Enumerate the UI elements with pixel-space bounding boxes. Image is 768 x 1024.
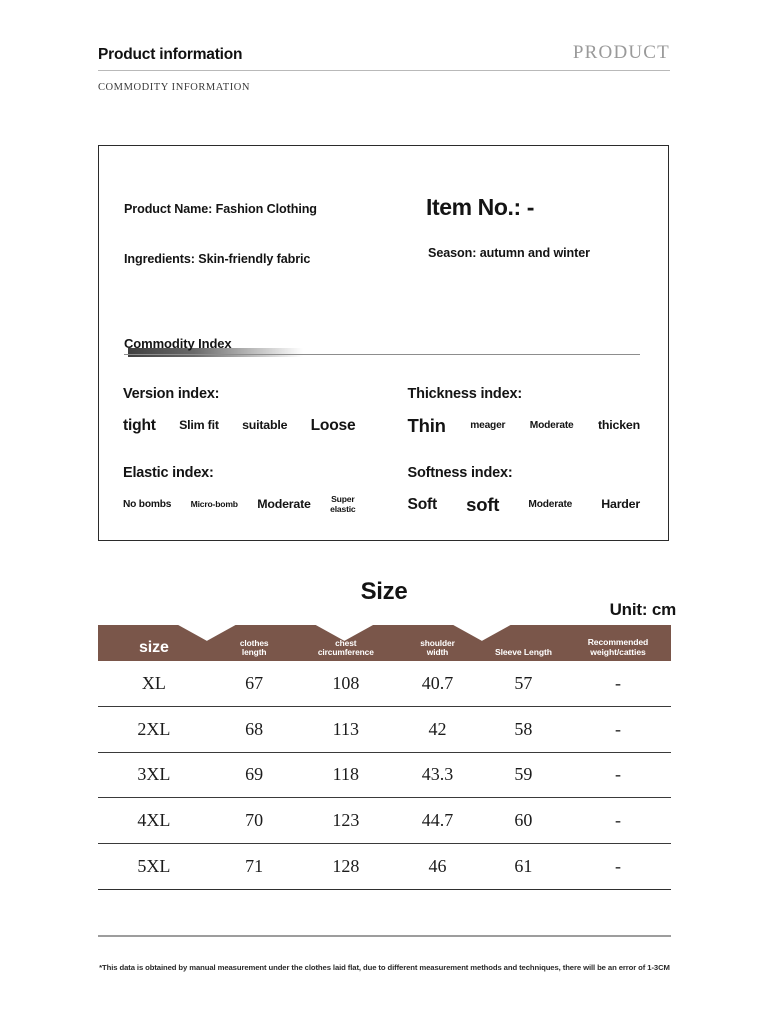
index-block: Thickness index: Thin meager Moderate thicke…: [384, 386, 669, 443]
table-cell: 70: [245, 810, 264, 831]
table-cell: 108: [332, 672, 360, 693]
index-option[interactable]: Micro-bomb: [190, 499, 238, 510]
table-cell: 67: [245, 672, 264, 693]
page-title: Product information: [98, 46, 243, 63]
table-cell: 40.7: [421, 672, 454, 693]
table-cell: 60: [514, 810, 533, 831]
index-label: Elastic index:: [123, 465, 214, 481]
size-table-header: size clothes length chest circumference sho…: [98, 625, 671, 661]
index-block: Elastic index: No bombs Micro-bomb Moderate…: [99, 465, 384, 522]
product-info-box: Product Name: Fashion Clothing Ingredien…: [98, 145, 669, 541]
table-cell: 3XL: [137, 764, 171, 785]
index-option-row: tight Slim fit suitable Loose: [123, 409, 360, 443]
index-option[interactable]: tight: [123, 417, 156, 435]
commodity-index-underline: [124, 348, 640, 358]
index-label: Softness index:: [407, 465, 513, 481]
table-cell: 118: [332, 764, 359, 785]
index-option[interactable]: Moderate: [257, 497, 311, 512]
table-cell: -: [614, 856, 621, 877]
table-row: 3XL 69 118 43.3 59 -: [98, 753, 671, 799]
index-option[interactable]: Moderate: [528, 499, 573, 511]
commodity-index-header: Commodity Index: [124, 336, 640, 358]
size-table-footer-rule: [98, 935, 671, 937]
table-cell: 46: [428, 856, 447, 877]
table-row: 2XL 68 113 42 58 -: [98, 707, 671, 753]
size-table-column-header: size: [138, 638, 169, 656]
table-row: 5XL 71 128 46 61 -: [98, 844, 671, 890]
size-section-title: Size: [360, 578, 408, 605]
table-cell: 2XL: [137, 718, 171, 739]
index-option[interactable]: Harder: [601, 497, 640, 512]
measurement-disclaimer: *This data is obtained by manual measure…: [99, 963, 670, 972]
index-option-row: No bombs Micro-bomb Moderate Super elastic: [123, 488, 360, 522]
header-watermark: PRODUCT: [572, 42, 670, 63]
size-table-column-header: Recommended weight/catties: [587, 637, 649, 657]
header-subtitle: COMMODITY INFORMATION: [98, 82, 251, 93]
size-table: size clothes length chest circumference sho…: [98, 625, 671, 890]
index-option-row: Thin meager Moderate thicken: [408, 409, 645, 443]
index-option[interactable]: Loose: [310, 417, 356, 435]
page-header: Product information PRODUCT COMMODITY IN…: [98, 42, 670, 93]
table-cell: 57: [514, 672, 533, 693]
index-option[interactable]: Thin: [407, 414, 446, 436]
product-name: Product Name: Fashion Clothing: [124, 202, 317, 216]
table-cell: 69: [245, 764, 264, 785]
index-block: Softness index: Soft soft Moderate Harder: [384, 465, 669, 522]
header-row: Product information PRODUCT: [98, 42, 670, 70]
index-option[interactable]: Moderate: [529, 420, 574, 432]
table-cell: 4XL: [137, 810, 171, 831]
table-cell: 42: [428, 718, 447, 739]
index-option[interactable]: Slim fit: [179, 418, 219, 433]
index-option[interactable]: Soft: [407, 496, 438, 514]
table-cell: 128: [332, 856, 360, 877]
index-option[interactable]: thicken: [597, 418, 640, 433]
index-label: Thickness index:: [407, 386, 523, 402]
size-table-column-header: Sleeve Length: [494, 646, 552, 657]
index-option[interactable]: No bombs: [123, 499, 172, 511]
index-option[interactable]: suitable: [242, 418, 288, 433]
underline-gradient: [128, 348, 303, 357]
index-block: Version index: tight Slim fit suitable Loose: [99, 386, 384, 443]
commodity-index-grid: Version index: tight Slim fit suitable Loose…: [99, 386, 668, 522]
table-cell: XL: [141, 672, 166, 693]
table-cell: 44.7: [421, 810, 454, 831]
index-label: Version index:: [123, 386, 220, 402]
size-table-column-header: shoulder width: [420, 637, 455, 657]
table-cell: 43.3: [421, 764, 454, 785]
size-unit-label: Unit: cm: [609, 600, 677, 619]
table-cell: 68: [245, 718, 264, 739]
table-cell: 59: [514, 764, 533, 785]
table-cell: 61: [514, 856, 533, 877]
table-cell: 113: [332, 718, 359, 739]
size-table-header-cells: size clothes length chest circumference sho…: [98, 638, 671, 661]
product-season: Season: autumn and winter: [428, 246, 590, 260]
table-cell: -: [614, 764, 621, 785]
table-cell: -: [614, 672, 621, 693]
header-divider: [98, 70, 670, 71]
table-cell: -: [614, 810, 621, 831]
index-option-row: Soft soft Moderate Harder: [408, 488, 645, 522]
size-table-body: XL 67 108 40.7 57 - 2XL 68 113 42 58 - 3XL 69 118 43.3 5…: [98, 661, 671, 890]
product-item-no: Item No.: -: [426, 194, 535, 220]
index-option[interactable]: meager: [470, 420, 506, 432]
table-row: XL 67 108 40.7 57 -: [98, 661, 671, 707]
product-ingredients: Ingredients: Skin-friendly fabric: [124, 252, 311, 266]
table-cell: 71: [245, 856, 264, 877]
table-cell: -: [614, 718, 621, 739]
commodity-index-title: Commodity Index: [124, 336, 232, 351]
table-cell: 5XL: [137, 856, 171, 877]
size-table-column-header: chest circumference: [317, 637, 374, 657]
product-info-top: Product Name: Fashion Clothing Ingredien…: [99, 146, 668, 326]
table-cell: 58: [514, 718, 533, 739]
index-option[interactable]: soft: [466, 493, 500, 515]
underline-line: [124, 354, 640, 355]
table-cell: 123: [332, 810, 360, 831]
table-row: 4XL 70 123 44.7 60 -: [98, 798, 671, 845]
index-option[interactable]: Super elastic: [330, 494, 356, 514]
size-table-column-header: clothes length: [239, 637, 269, 657]
